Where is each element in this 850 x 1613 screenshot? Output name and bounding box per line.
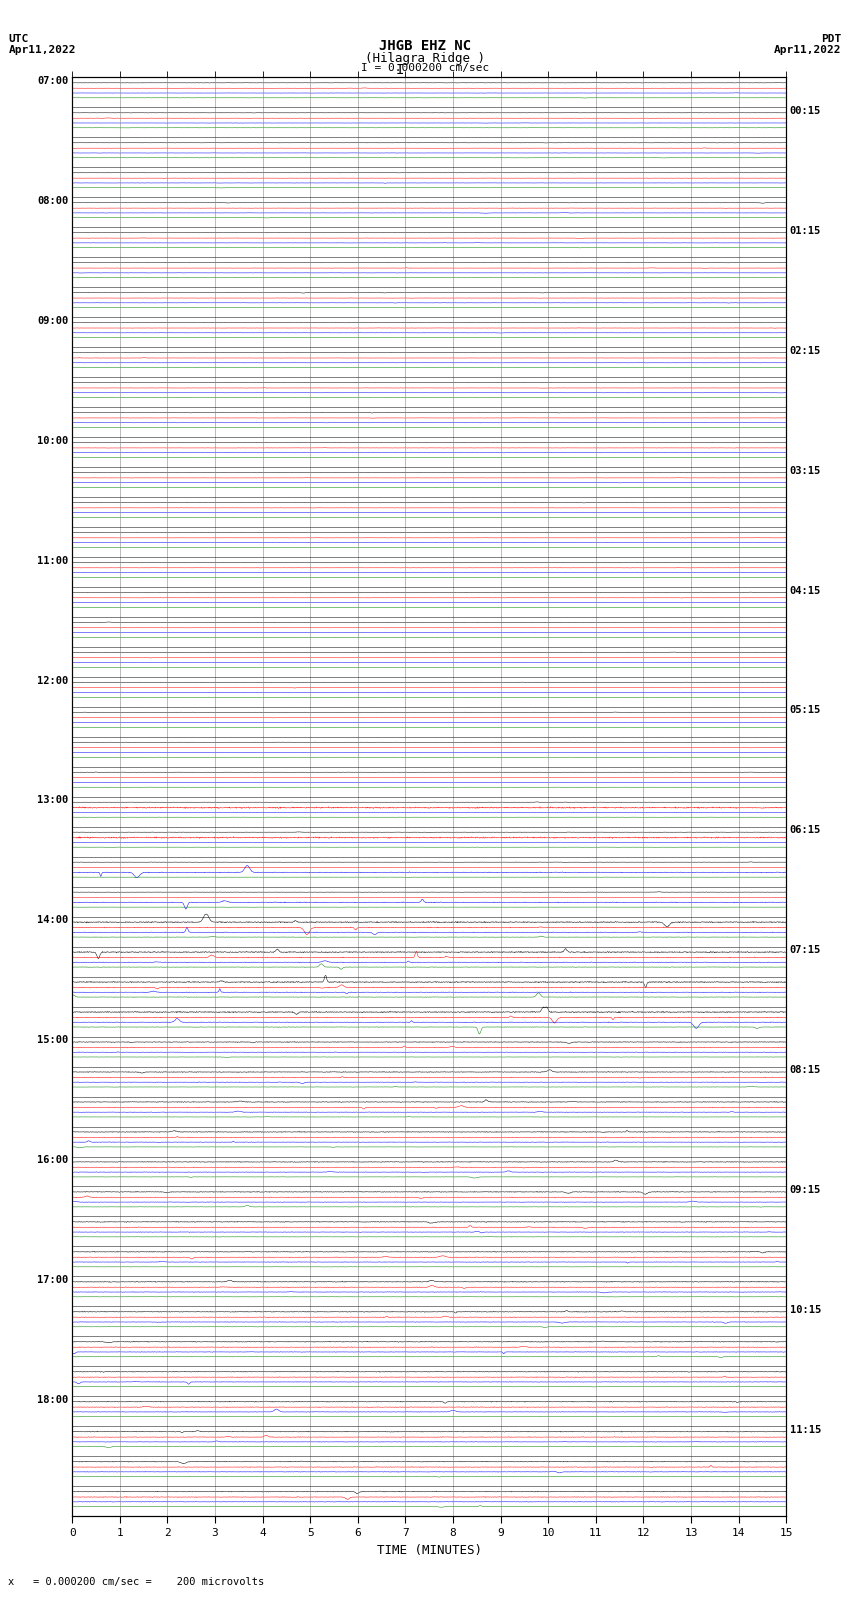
Text: I = 0.000200 cm/sec: I = 0.000200 cm/sec	[361, 63, 489, 73]
Text: 10:15: 10:15	[790, 1305, 821, 1315]
Text: 16:00: 16:00	[37, 1155, 69, 1165]
Text: 18:00: 18:00	[37, 1395, 69, 1405]
Text: 03:15: 03:15	[790, 466, 821, 476]
Text: (Hilagra Ridge ): (Hilagra Ridge )	[365, 52, 485, 65]
Text: 12:00: 12:00	[37, 676, 69, 686]
Text: 14:00: 14:00	[37, 915, 69, 926]
Text: 13:00: 13:00	[37, 795, 69, 805]
Text: UTC: UTC	[8, 34, 29, 44]
Text: 00:15: 00:15	[790, 106, 821, 116]
Text: 04:15: 04:15	[790, 586, 821, 595]
Text: 10:00: 10:00	[37, 436, 69, 445]
Text: 08:15: 08:15	[790, 1065, 821, 1076]
Text: Apr11,2022: Apr11,2022	[8, 45, 76, 55]
X-axis label: TIME (MINUTES): TIME (MINUTES)	[377, 1544, 482, 1557]
Text: 09:15: 09:15	[790, 1186, 821, 1195]
Text: 02:15: 02:15	[790, 345, 821, 356]
Text: PDT: PDT	[821, 34, 842, 44]
Text: 06:15: 06:15	[790, 826, 821, 836]
Text: 01:15: 01:15	[790, 226, 821, 235]
Text: JHGB EHZ NC: JHGB EHZ NC	[379, 39, 471, 53]
Text: 07:15: 07:15	[790, 945, 821, 955]
Text: 08:00: 08:00	[37, 195, 69, 206]
Text: 11:00: 11:00	[37, 555, 69, 566]
Text: x   = 0.000200 cm/sec =    200 microvolts: x = 0.000200 cm/sec = 200 microvolts	[8, 1578, 264, 1587]
Text: 09:00: 09:00	[37, 316, 69, 326]
Text: Apr11,2022: Apr11,2022	[774, 45, 842, 55]
Text: 15:00: 15:00	[37, 1036, 69, 1045]
Text: I: I	[395, 63, 404, 77]
Text: 11:15: 11:15	[790, 1424, 821, 1436]
Text: 07:00: 07:00	[37, 76, 69, 85]
Text: 05:15: 05:15	[790, 705, 821, 716]
Text: 17:00: 17:00	[37, 1274, 69, 1286]
